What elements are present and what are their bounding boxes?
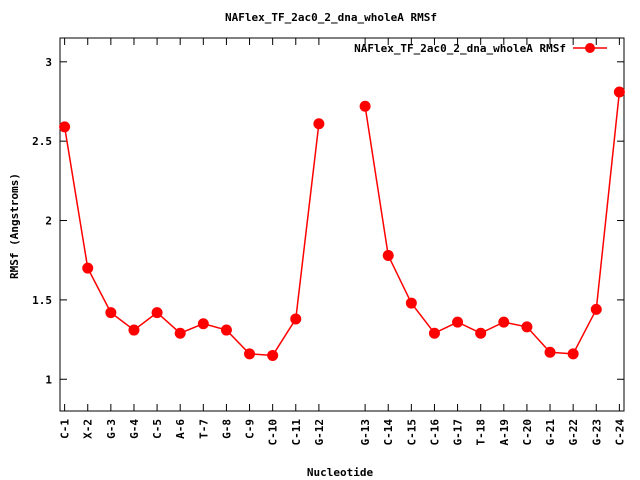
x-tick-label: C-14 bbox=[382, 419, 395, 446]
x-tick-label: A-19 bbox=[498, 419, 511, 446]
x-tick-label: C-15 bbox=[405, 419, 418, 446]
x-tick-label: G-17 bbox=[452, 419, 465, 446]
data-point bbox=[498, 316, 510, 328]
chart-title: NAFlex_TF_2ac0_2_dna_wholeA RMSf bbox=[225, 11, 437, 24]
data-point bbox=[613, 86, 625, 98]
data-point bbox=[59, 121, 71, 133]
x-axis-label: Nucleotide bbox=[307, 466, 374, 479]
x-tick-label: A-6 bbox=[174, 419, 187, 439]
x-tick-label: G-23 bbox=[590, 419, 603, 446]
data-point bbox=[174, 327, 186, 339]
data-point bbox=[267, 349, 279, 361]
legend: NAFlex_TF_2ac0_2_dna_wholeA RMSf bbox=[354, 42, 607, 55]
data-point bbox=[428, 327, 440, 339]
data-point bbox=[567, 348, 579, 360]
data-point bbox=[475, 327, 487, 339]
data-point bbox=[521, 321, 533, 333]
x-tick-label: C-5 bbox=[151, 419, 164, 439]
data-point bbox=[544, 346, 556, 358]
data-point bbox=[405, 297, 417, 309]
data-point bbox=[82, 262, 94, 274]
x-tick-label: G-8 bbox=[220, 419, 233, 439]
data-point bbox=[220, 324, 232, 336]
y-axis-label: RMSf (Angstroms) bbox=[8, 173, 21, 279]
y-tick-label: 2.5 bbox=[32, 135, 52, 148]
data-point bbox=[359, 100, 371, 112]
plot-frame bbox=[59, 37, 625, 412]
data-point bbox=[382, 249, 394, 261]
x-tick-label: C-10 bbox=[267, 419, 280, 446]
data-point bbox=[105, 307, 117, 319]
data-point bbox=[290, 313, 302, 325]
series-layer bbox=[59, 86, 625, 361]
x-tick-label: G-21 bbox=[544, 419, 557, 446]
series-line bbox=[63, 123, 320, 357]
axes: 1 1.5 2 2.5 3 C-1 X-2 G-3 G-4 C-5 A-6 T-7 G-8 C-9 C-10… bbox=[32, 37, 626, 446]
x-tick-label: T-7 bbox=[197, 419, 210, 439]
x-tick-label: G-22 bbox=[567, 419, 580, 446]
y-tick-label: 1 bbox=[45, 373, 52, 386]
x-tick-label: X-2 bbox=[82, 419, 95, 439]
x-tick-label: G-12 bbox=[313, 419, 326, 446]
x-tick-label: C-11 bbox=[290, 419, 303, 446]
series-line bbox=[364, 91, 621, 355]
x-tick-label: C-20 bbox=[521, 419, 534, 446]
data-point bbox=[313, 118, 325, 130]
y-tick-label: 2 bbox=[45, 215, 52, 228]
data-point bbox=[197, 318, 209, 330]
x-tick-label: C-9 bbox=[244, 419, 257, 439]
x-tick-label: C-24 bbox=[613, 419, 626, 446]
data-point bbox=[244, 348, 256, 360]
x-tick-label: C-1 bbox=[59, 419, 72, 439]
data-point bbox=[590, 303, 602, 315]
data-point bbox=[128, 324, 140, 336]
x-tick-label: G-13 bbox=[359, 419, 372, 446]
legend-marker bbox=[585, 43, 595, 53]
x-tick-label: T-18 bbox=[475, 419, 488, 446]
data-point bbox=[452, 316, 464, 328]
y-tick-label: 1.5 bbox=[32, 294, 52, 307]
data-point bbox=[151, 307, 163, 319]
y-tick-label: 3 bbox=[45, 56, 52, 69]
x-tick-label: G-3 bbox=[105, 419, 118, 439]
legend-label: NAFlex_TF_2ac0_2_dna_wholeA RMSf bbox=[354, 42, 566, 55]
x-tick-label: G-4 bbox=[128, 419, 141, 439]
x-tick-label: C-16 bbox=[428, 419, 441, 446]
